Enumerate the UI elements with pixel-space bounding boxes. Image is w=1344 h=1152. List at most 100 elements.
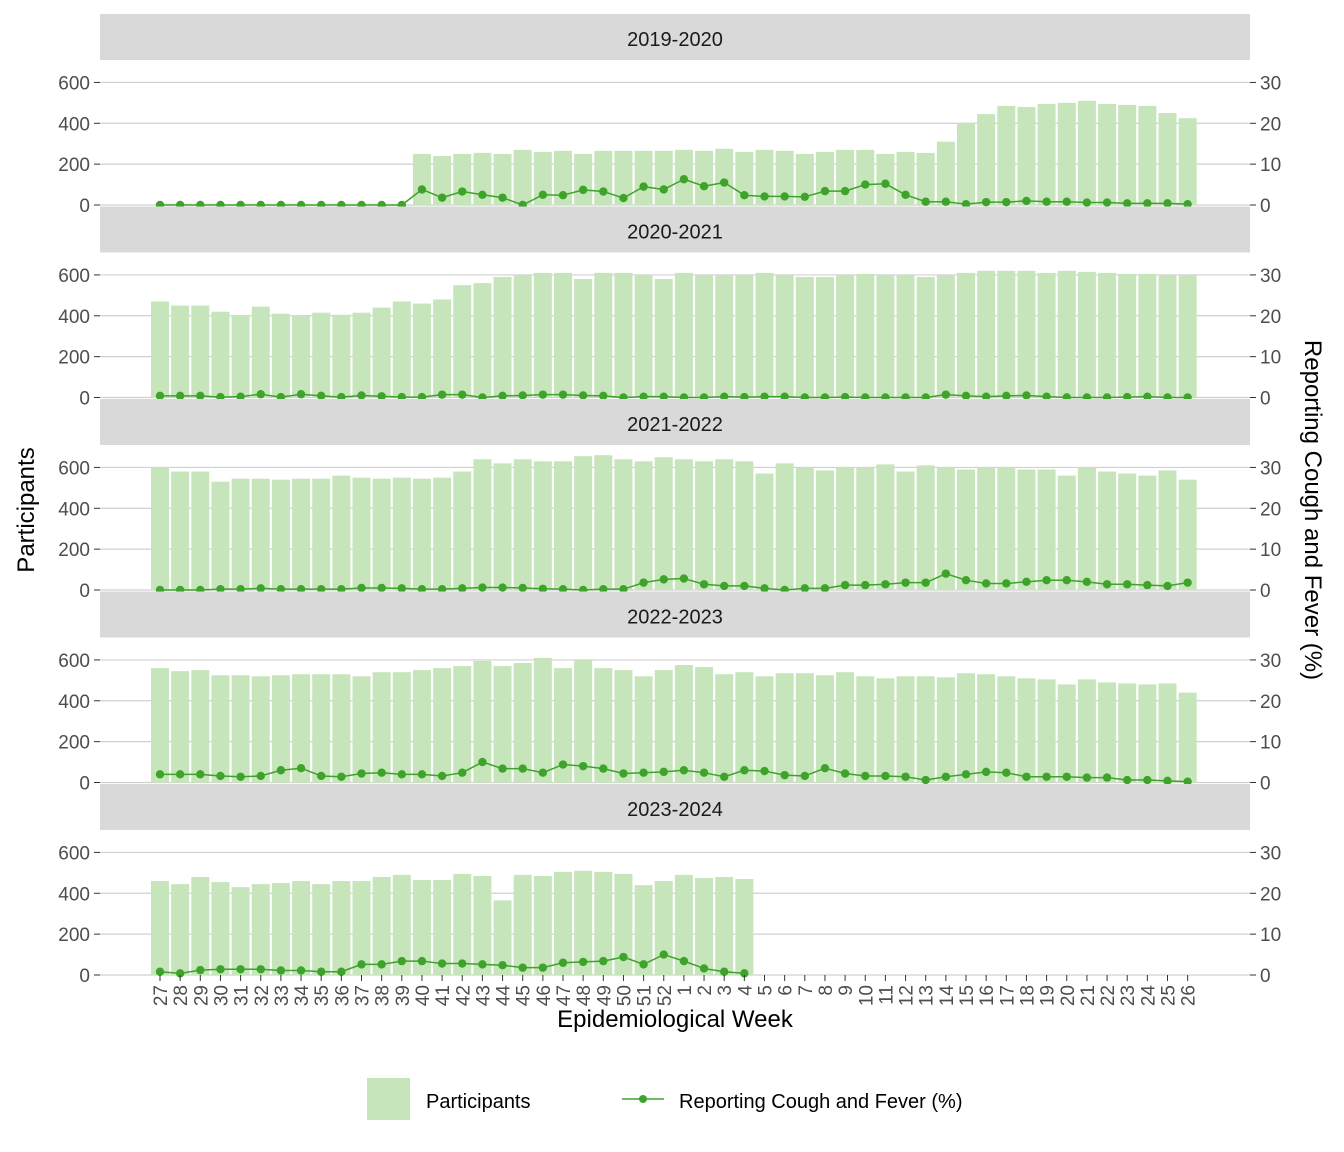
point-cough-fever xyxy=(619,952,628,962)
x-tick-label: 39 xyxy=(393,985,414,1006)
point-cough-fever xyxy=(760,584,769,593)
y2-axis-title: Reporting Cough and Fever (%) xyxy=(1299,340,1326,680)
bar-participants xyxy=(674,874,693,975)
bar-participants xyxy=(251,478,270,590)
bar-participants xyxy=(191,670,210,783)
x-tick-label: 6 xyxy=(776,985,797,996)
point-cough-fever xyxy=(437,193,447,202)
y2-tick-label: 20 xyxy=(1260,114,1281,135)
x-tick-label: 31 xyxy=(232,985,253,1006)
bar-participants xyxy=(332,674,351,783)
point-cough-fever xyxy=(478,960,487,969)
point-cough-fever xyxy=(377,960,386,969)
bar-participants xyxy=(473,459,492,590)
panel-strip-label: 2022-2023 xyxy=(627,607,723,629)
bar-participants xyxy=(836,274,855,398)
bar-participants xyxy=(594,150,613,205)
y2-tick-label: 30 xyxy=(1260,651,1281,672)
bar-participants xyxy=(533,875,552,975)
x-tick-label: 5 xyxy=(756,985,777,996)
bar-participants xyxy=(271,313,290,398)
point-cough-fever xyxy=(1163,581,1172,591)
bar-participants xyxy=(392,301,411,398)
bar-participants xyxy=(836,467,855,590)
point-cough-fever xyxy=(679,574,689,583)
point-cough-fever xyxy=(659,392,668,401)
y2-tick-label: 0 xyxy=(1260,581,1271,602)
bar-participants xyxy=(211,481,230,590)
point-cough-fever xyxy=(1042,197,1051,206)
bar-participants xyxy=(513,874,532,975)
legend: Participants Reporting Cough and Fever (… xyxy=(367,1078,962,1120)
bar-participants xyxy=(594,871,613,975)
point-cough-fever xyxy=(538,768,548,777)
point-cough-fever xyxy=(840,580,850,590)
point-cough-fever xyxy=(216,771,225,781)
x-tick-label: 32 xyxy=(252,985,273,1006)
bar-participants xyxy=(372,478,391,590)
panel-strip-label: 2023-2024 xyxy=(627,799,723,821)
y-tick-label: 0 xyxy=(79,581,90,602)
bar-participants xyxy=(614,873,633,975)
point-cough-fever xyxy=(780,392,789,401)
point-cough-fever xyxy=(820,584,830,593)
point-cough-fever xyxy=(317,391,326,401)
point-cough-fever xyxy=(599,391,608,401)
x-tick-label: 22 xyxy=(1098,985,1119,1006)
bar-participants xyxy=(412,153,431,205)
point-cough-fever xyxy=(1123,580,1132,589)
x-tick-label: 34 xyxy=(292,985,313,1007)
point-cough-fever xyxy=(699,580,709,589)
bar-participants xyxy=(392,874,411,975)
bar-participants xyxy=(1178,692,1197,783)
point-cough-fever xyxy=(175,770,185,779)
bar-participants xyxy=(997,270,1016,398)
x-tick-label: 40 xyxy=(413,985,434,1006)
bar-participants xyxy=(533,272,552,398)
x-tick-label: 10 xyxy=(856,985,877,1006)
bar-participants xyxy=(695,877,714,975)
point-cough-fever xyxy=(941,197,951,206)
panel-2019-2020: 2019-2020 0 200 400 600 0 10 20 30 xyxy=(58,14,1281,217)
panel-2021-2022: 2021-2022 0 200 400 600 0 10 20 30 xyxy=(58,399,1281,602)
point-cough-fever xyxy=(720,967,729,976)
point-cough-fever xyxy=(981,579,991,588)
point-cough-fever xyxy=(861,771,870,781)
bar-participants xyxy=(1037,679,1056,783)
point-cough-fever xyxy=(740,581,749,591)
bar-participants xyxy=(715,274,734,398)
point-cough-fever xyxy=(417,770,427,779)
point-cough-fever xyxy=(256,771,265,781)
panels: 2019-2020020040060001020302020-202102004… xyxy=(58,14,1281,987)
point-cough-fever xyxy=(1042,772,1051,781)
point-cough-fever xyxy=(357,391,366,400)
point-cough-fever xyxy=(518,583,527,593)
y-tick-label: 400 xyxy=(58,884,90,905)
y-tick-label: 600 xyxy=(58,73,90,94)
x-tick-label: 23 xyxy=(1118,985,1139,1006)
x-tick-label: 19 xyxy=(1038,985,1059,1006)
bar-participants xyxy=(231,315,250,398)
point-cough-fever xyxy=(901,190,910,199)
bar-participants xyxy=(1057,270,1076,398)
bar-participants xyxy=(795,276,814,398)
y-tick-label: 200 xyxy=(58,155,90,176)
point-cough-fever xyxy=(901,578,910,587)
bar-participants xyxy=(695,274,714,398)
point-cough-fever xyxy=(296,584,306,594)
panel-2022-2023: 2022-2023 0 200 400 600 0 10 20 30 xyxy=(58,591,1281,795)
bar-participants xyxy=(513,149,532,205)
bar-participants xyxy=(312,674,331,783)
point-cough-fever xyxy=(437,771,447,781)
bar-participants xyxy=(654,279,673,398)
point-cough-fever xyxy=(679,956,689,966)
point-cough-fever xyxy=(1183,578,1192,587)
bar-participants xyxy=(211,311,230,398)
x-tick-label: 41 xyxy=(433,985,454,1006)
point-cough-fever xyxy=(196,770,205,779)
point-cough-fever xyxy=(941,772,951,781)
bar-participants xyxy=(433,880,452,975)
bar-participants xyxy=(876,274,895,398)
bar-participants xyxy=(795,153,814,205)
bar-participants xyxy=(171,671,190,783)
